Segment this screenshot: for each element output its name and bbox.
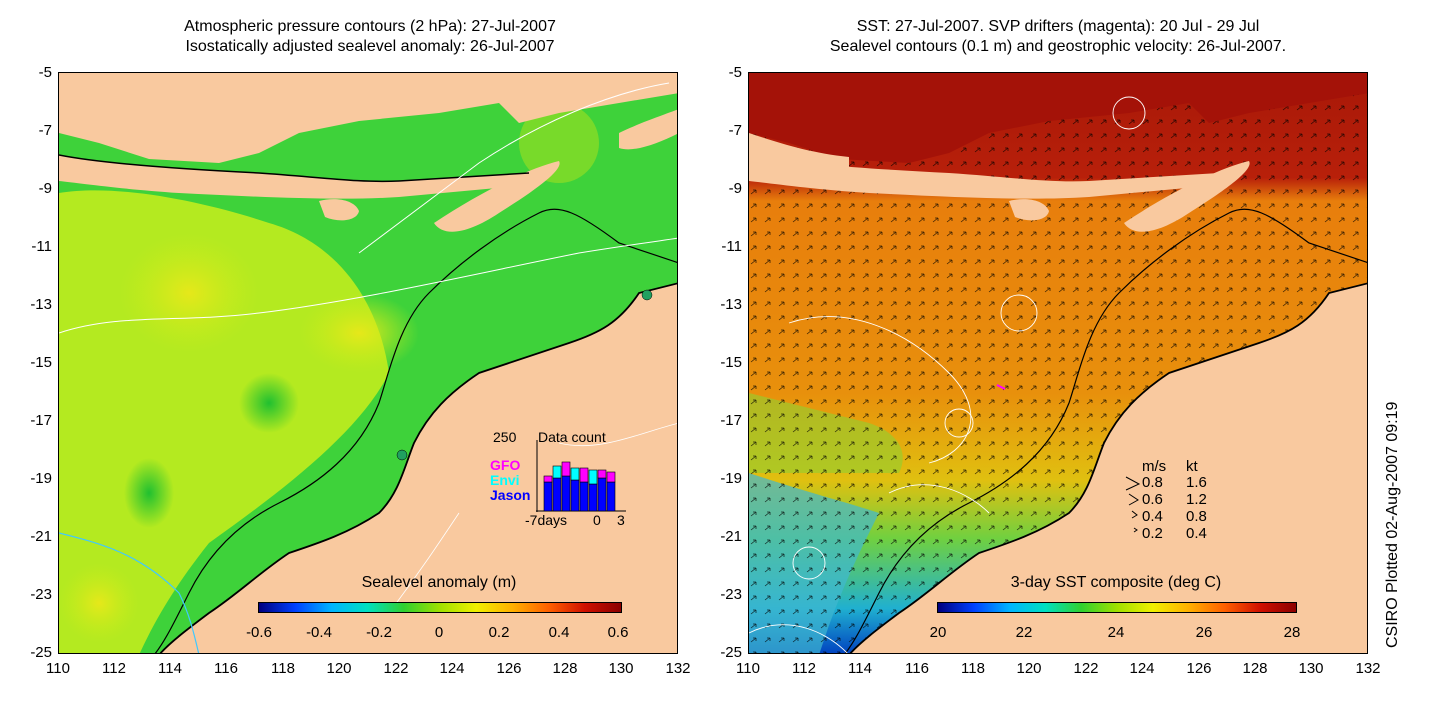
x-tick: 118 [271,660,295,677]
sealevel-anomaly-plot [59,73,677,653]
x-tick: 130 [1298,660,1324,677]
envi-legend: Envi [490,472,520,488]
data-count-x-end: 3 [617,512,625,528]
x-tick: 116 [905,660,929,677]
right-title-line-2: Sealevel contours (0.1 m) and geostrophi… [829,38,1287,55]
x-tick: 132 [1355,660,1381,677]
y-tick: -9 [38,180,52,197]
velocity-row-kt: 1.2 [1186,491,1207,508]
left-title-line-2: Isostatically adjusted sealevel anomaly:… [185,38,555,55]
data-count-x-zero: 0 [593,512,601,528]
y-tick: -5 [728,64,742,81]
y-tick: -13 [30,296,52,313]
colorbar-tick: 26 [1195,624,1213,641]
velocity-row-kt: 1.6 [1186,474,1207,491]
x-tick: 110 [46,660,70,677]
colorbar-tick: -0.2 [366,624,392,641]
x-tick: 124 [439,660,465,677]
y-tick: -21 [720,528,742,545]
velocity-legend-header-kt: kt [1186,458,1198,475]
x-tick: 128 [1242,660,1268,677]
sst-plot [749,73,1367,653]
colorbar-tick: -0.6 [246,624,272,641]
x-tick: 126 [496,660,522,677]
y-tick: -15 [30,354,52,371]
y-tick: -13 [720,296,742,313]
y-tick: -25 [720,644,742,661]
jason-legend: Jason [490,487,531,503]
data-count-title: Data count [538,429,606,445]
colorbar-tick: 0 [434,624,444,641]
y-tick: -15 [720,354,742,371]
sst-colorbar-title: 3-day SST composite (deg C) [1010,574,1222,591]
x-tick: 128 [552,660,578,677]
x-tick: 120 [1016,660,1042,677]
y-tick: -23 [720,586,742,603]
y-tick: -11 [721,238,742,255]
y-tick: -5 [38,64,52,81]
y-tick: -23 [30,586,52,603]
velocity-row-kt: 0.8 [1186,508,1207,525]
sealevel-colorbar-title: Sealevel anomaly (m) [361,574,517,591]
colorbar-tick: 20 [929,624,947,641]
x-tick: 126 [1186,660,1212,677]
x-tick: 110 [736,660,760,677]
velocity-row-ms: 0.6 [1142,491,1163,508]
csiro-credit: CSIRO Plotted 02-Aug-2007 09:19 [1384,401,1401,648]
colorbar-tick: 0.4 [548,624,570,641]
x-tick: 122 [383,660,409,677]
x-tick: 112 [792,660,816,677]
x-tick: 112 [102,660,126,677]
colorbar-tick: 28 [1283,624,1301,641]
colorbar-tick: 22 [1015,624,1033,641]
y-tick: -9 [728,180,742,197]
y-tick: -21 [30,528,52,545]
left-map-title: Atmospheric pressure contours (2 hPa): 2… [60,17,680,57]
data-count-x-start: -7days [525,512,568,528]
colorbar-tick: 0.2 [488,624,510,641]
x-tick: 132 [665,660,691,677]
velocity-legend-header-ms: m/s [1142,458,1167,475]
y-tick: -17 [720,412,742,429]
x-tick: 116 [214,660,238,677]
y-tick: -19 [720,470,742,487]
y-tick: -11 [31,238,52,255]
velocity-row-kt: 0.4 [1186,525,1207,542]
sealevel-colorbar [258,602,622,613]
velocity-row-ms: 0.8 [1142,474,1163,491]
right-map-title: SST: 27-Jul-2007. SVP drifters (magenta)… [748,17,1368,57]
data-count-max: 250 [493,429,517,445]
velocity-row-ms: 0.2 [1142,525,1163,542]
x-tick: 122 [1073,660,1099,677]
sst-map[interactable] [748,72,1368,654]
x-tick: 118 [961,660,985,677]
data-count-bars [536,440,626,512]
y-tick: -25 [30,644,52,661]
colorbar-tick: 24 [1107,624,1125,641]
velocity-row-ms: 0.4 [1142,508,1163,525]
velocity-arrow-icons [1125,476,1141,533]
sealevel-anomaly-map[interactable] [58,72,678,654]
sst-colorbar [937,602,1297,613]
x-tick: 114 [158,660,182,677]
x-tick: 120 [326,660,352,677]
x-tick: 114 [848,660,872,677]
colorbar-tick: 0.6 [607,624,629,641]
gfo-legend: GFO [490,457,521,473]
right-title-line-1: SST: 27-Jul-2007. SVP drifters (magenta)… [856,18,1260,35]
left-title-line-1: Atmospheric pressure contours (2 hPa): 2… [184,18,556,35]
y-tick: -7 [38,122,52,139]
y-tick: -17 [30,412,52,429]
x-tick: 130 [608,660,634,677]
colorbar-tick: -0.4 [306,624,332,641]
y-tick: -7 [728,122,742,139]
y-tick: -19 [30,470,52,487]
x-tick: 124 [1129,660,1155,677]
